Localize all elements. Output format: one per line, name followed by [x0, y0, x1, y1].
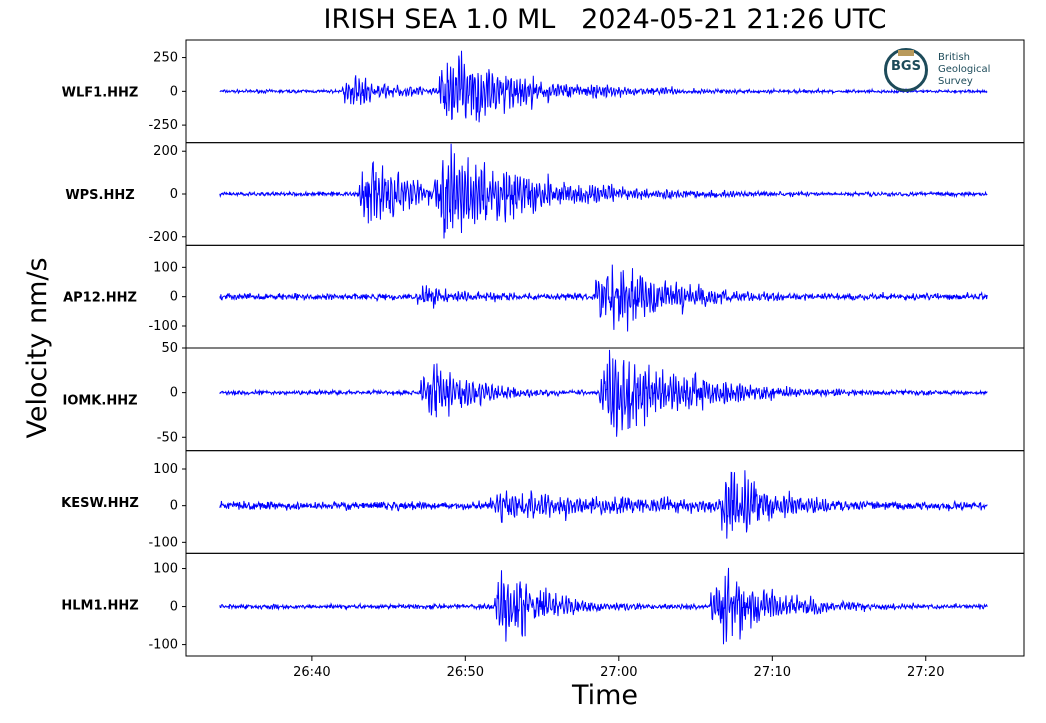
y-tick-label: -250 [148, 118, 178, 133]
y-tick-label: -100 [148, 319, 178, 334]
station-label: AP12.HHZ [63, 291, 137, 306]
y-tick-label: 100 [153, 462, 178, 477]
y-tick-label: 200 [153, 144, 178, 159]
logo-circle-icon [884, 48, 928, 92]
waveform-trace [219, 567, 988, 645]
bgs-logo: BGS British Geological Survey [880, 44, 1020, 98]
x-tick-label: 27:10 [754, 665, 791, 680]
y-tick-label: 100 [153, 562, 178, 577]
y-tick-label: -50 [157, 430, 178, 445]
station-label: HLM1.HHZ [61, 599, 138, 614]
y-tick-label: 0 [170, 600, 178, 615]
logo-words: British Geological Survey [938, 52, 991, 87]
x-tick-label: 27:20 [907, 665, 944, 680]
waveform-trace [219, 470, 988, 539]
waveform-trace [219, 50, 988, 123]
x-axis-label: Time [571, 680, 639, 711]
y-tick-label: 0 [170, 499, 178, 514]
station-label: IOMK.HHZ [62, 393, 137, 408]
station-label: KESW.HHZ [61, 496, 139, 511]
y-tick-label: 50 [161, 341, 178, 356]
y-tick-label: -200 [148, 230, 178, 245]
logo-crown-icon [898, 50, 914, 56]
y-tick-label: 0 [170, 84, 178, 99]
y-tick-label: 0 [170, 187, 178, 202]
station-label: WPS.HHZ [65, 188, 134, 203]
y-tick-label: -100 [148, 535, 178, 550]
panel-frame [185, 552, 1025, 657]
waveform-trace [219, 264, 988, 332]
logo-mark: BGS [891, 59, 921, 74]
y-tick-label: 250 [153, 51, 178, 66]
waveform-trace [219, 143, 988, 239]
y-tick-label: 0 [170, 386, 178, 401]
waveform-trace [219, 349, 988, 437]
x-tick-label: 26:50 [447, 665, 484, 680]
panel-frame [185, 450, 1025, 554]
y-tick-label: -100 [148, 638, 178, 653]
station-label: WLF1.HHZ [62, 85, 139, 100]
panel-frame [185, 347, 1025, 452]
x-tick-label: 27:00 [600, 665, 637, 680]
y-tick-label: 100 [153, 260, 178, 275]
y-tick-label: 0 [170, 290, 178, 305]
x-tick-label: 26:40 [293, 665, 330, 680]
chart-title: IRISH SEA 1.0 ML 2024-05-21 21:26 UTC [323, 4, 887, 35]
